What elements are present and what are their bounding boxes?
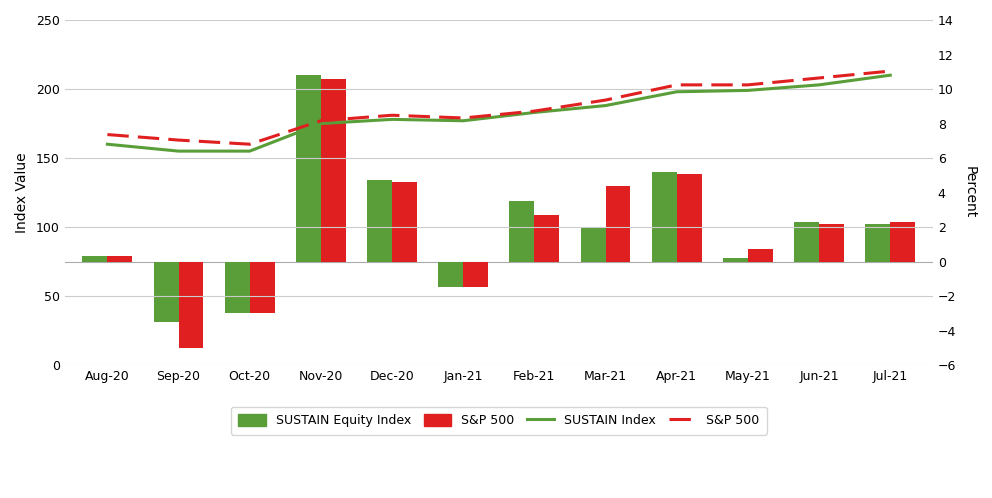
Bar bbox=[865, 224, 890, 261]
Bar bbox=[723, 258, 748, 261]
Bar bbox=[677, 173, 701, 261]
Bar bbox=[748, 249, 773, 261]
Bar bbox=[296, 75, 320, 261]
Y-axis label: Index Value: Index Value bbox=[15, 152, 29, 233]
Bar bbox=[82, 256, 107, 261]
Bar bbox=[890, 222, 916, 261]
Bar bbox=[580, 227, 605, 261]
Bar bbox=[535, 215, 559, 261]
Bar bbox=[154, 261, 179, 322]
Bar bbox=[819, 224, 844, 261]
Bar bbox=[438, 261, 463, 287]
Bar bbox=[179, 261, 203, 348]
Bar bbox=[463, 261, 488, 287]
Bar bbox=[652, 172, 677, 261]
Bar bbox=[510, 201, 535, 261]
Legend: SUSTAIN Equity Index, S&P 500, SUSTAIN Index, S&P 500: SUSTAIN Equity Index, S&P 500, SUSTAIN I… bbox=[231, 407, 767, 435]
Bar bbox=[225, 261, 250, 313]
Bar bbox=[392, 182, 417, 261]
Bar bbox=[795, 222, 819, 261]
Bar bbox=[320, 79, 346, 261]
Bar bbox=[605, 186, 631, 261]
Bar bbox=[250, 261, 275, 313]
Y-axis label: Percent: Percent bbox=[963, 166, 977, 219]
Bar bbox=[107, 256, 132, 261]
Bar bbox=[367, 180, 392, 261]
